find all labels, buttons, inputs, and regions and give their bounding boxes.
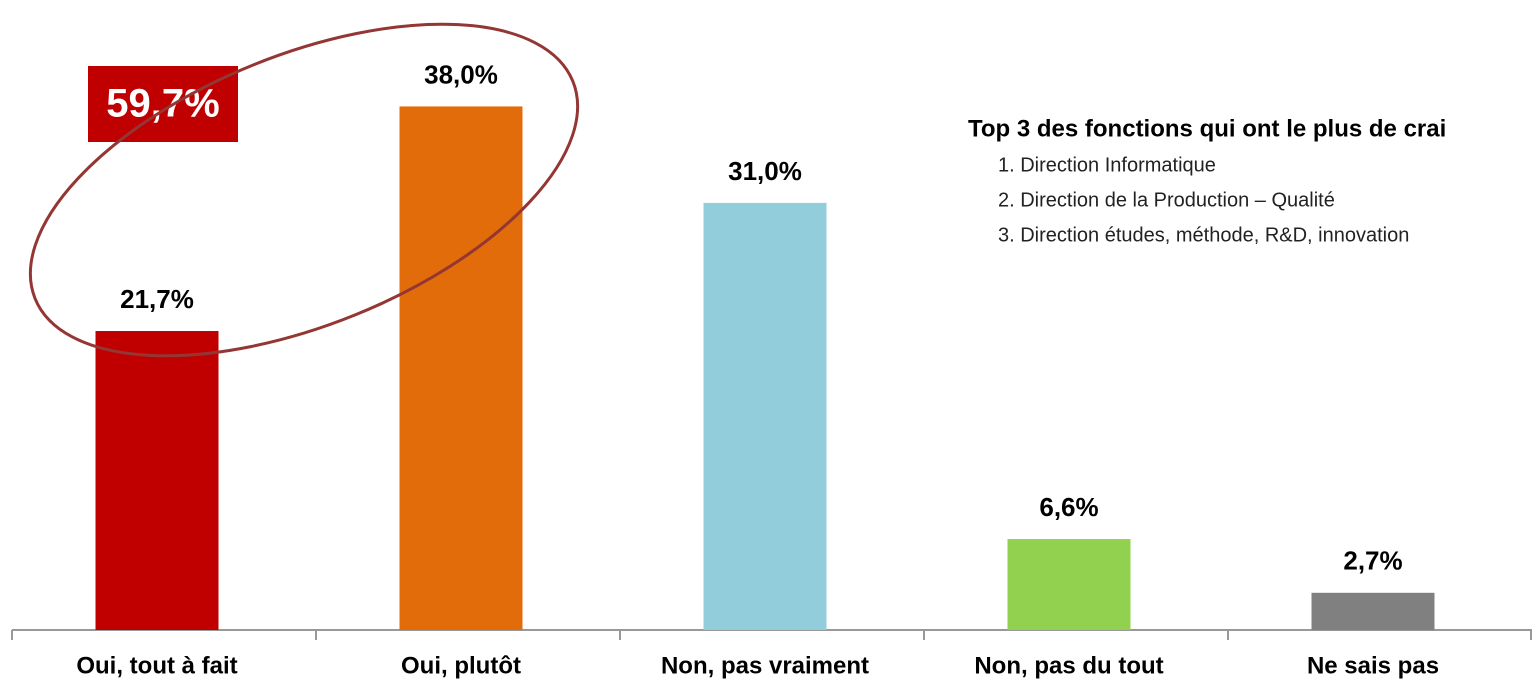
value-label: 6,6% bbox=[1039, 492, 1098, 522]
x-tick-label: Non, pas du tout bbox=[974, 652, 1163, 679]
bar bbox=[399, 106, 523, 630]
x-tick-label: Non, pas vraiment bbox=[661, 652, 869, 679]
bar bbox=[1007, 539, 1131, 630]
value-label: 38,0% bbox=[424, 59, 498, 89]
bar bbox=[95, 331, 219, 630]
note-title: Top 3 des fonctions qui ont le plus de c… bbox=[968, 115, 1446, 142]
callout-box bbox=[88, 66, 238, 142]
bar bbox=[703, 202, 827, 630]
x-tick-label: Oui, plutôt bbox=[401, 652, 521, 679]
value-label: 2,7% bbox=[1343, 546, 1402, 576]
value-label: 21,7% bbox=[120, 284, 194, 314]
value-label: 31,0% bbox=[728, 156, 802, 186]
x-tick-label: Oui, tout à fait bbox=[76, 652, 237, 679]
note-item: 1. Direction Informatique bbox=[998, 154, 1216, 176]
bar bbox=[1311, 592, 1435, 630]
note-item: 3. Direction études, méthode, R&D, innov… bbox=[998, 224, 1409, 246]
note-item: 2. Direction de la Production – Qualité bbox=[998, 189, 1335, 211]
x-tick-label: Ne sais pas bbox=[1307, 652, 1439, 679]
highlight-ellipse bbox=[28, 22, 580, 358]
